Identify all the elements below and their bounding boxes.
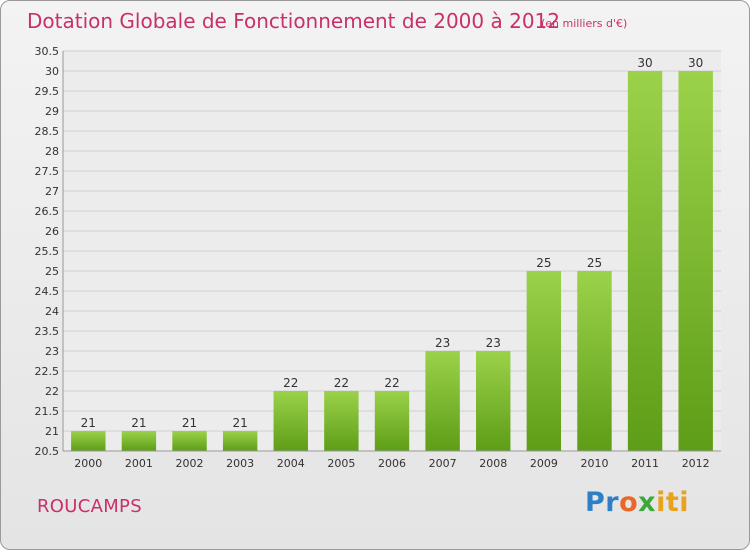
x-tick-label: 2001 [125,457,153,470]
y-tick-label: 22 [45,385,59,398]
bar [324,391,359,451]
x-tick-label: 2000 [74,457,102,470]
y-tick-label: 30 [45,65,59,78]
bar [121,431,157,451]
x-tick-label: 2009 [530,457,558,470]
bar [222,431,258,451]
proxiti-logo: Proxiti [585,487,690,518]
y-tick-label: 25 [45,265,59,278]
commune-name: ROUCAMPS [37,496,142,517]
y-tick-label: 28.5 [35,125,60,138]
bar-value-label: 25 [587,256,602,270]
chart-subtitle: (en milliers d'€) [541,17,628,30]
x-tick-label: 2006 [378,457,406,470]
x-tick-label: 2007 [429,457,457,470]
y-tick-label: 26 [45,225,59,238]
x-tick-label: 2002 [176,457,204,470]
bar [577,271,612,451]
bar-value-label: 21 [131,416,146,430]
bar [273,391,308,451]
bar-value-label: 22 [384,376,399,390]
y-tick-label: 23.5 [35,325,60,338]
y-tick-label: 26.5 [35,205,60,218]
y-tick-label: 22.5 [35,365,60,378]
bars: 21 21 21 21 22 22 22 23 23 25 25 30 30 [71,56,713,451]
bar-value-label: 30 [688,56,703,70]
x-tick-label: 2004 [277,457,305,470]
bar-value-label: 25 [536,256,551,270]
bar-value-label: 22 [334,376,349,390]
y-axis: 20.5 21 21.5 22 22.5 23 23.5 24 24.5 25 25.5 26 26.5… [35,45,64,458]
bar-value-label: 21 [233,416,248,430]
bar [476,351,511,451]
y-tick-label: 21 [45,425,59,438]
x-tick-label: 2008 [479,457,507,470]
bar [627,71,663,451]
x-tick-label: 2003 [226,457,254,470]
y-tick-label: 24 [45,305,59,318]
y-tick-label: 29 [45,105,59,118]
x-tick-label: 2005 [327,457,355,470]
y-tick-label: 25.5 [35,245,60,258]
x-tick-label: 2011 [631,457,659,470]
y-tick-label: 27.5 [35,165,60,178]
y-tick-label: 28 [45,145,59,158]
bar-value-label: 23 [435,336,450,350]
bar [374,391,410,451]
bar-value-label: 21 [182,416,197,430]
chart-title: Dotation Globale de Fonctionnement de 20… [27,9,560,33]
y-tick-label: 20.5 [35,445,60,458]
bar-value-label: 22 [283,376,298,390]
y-tick-label: 23 [45,345,59,358]
y-tick-label: 30.5 [35,45,60,58]
bar [678,71,713,451]
bar-value-label: 30 [637,56,652,70]
bar [526,271,562,451]
y-tick-label: 27 [45,185,59,198]
y-tick-label: 24.5 [35,285,60,298]
bar [71,431,106,451]
x-axis: 2000 2001 2002 2003 2004 2005 2006 2007 2008 2009… [63,450,721,470]
bar [172,431,207,451]
bar-value-label: 23 [486,336,501,350]
bar-value-label: 21 [81,416,96,430]
x-tick-label: 2010 [580,457,608,470]
bar [425,351,460,451]
x-tick-label: 2012 [682,457,710,470]
y-tick-label: 21.5 [35,405,60,418]
y-tick-label: 29.5 [35,85,60,98]
